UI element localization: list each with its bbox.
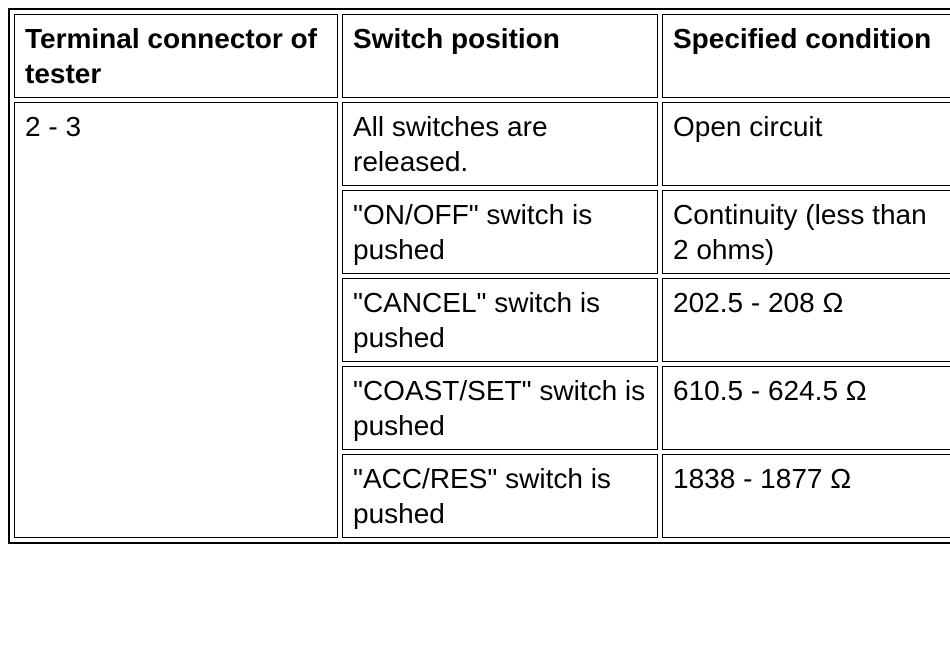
cell-condition: 202.5 - 208 Ω bbox=[662, 278, 950, 362]
cell-position: "CANCEL" switch is pushed bbox=[342, 278, 658, 362]
cell-position: "COAST/SET" switch is pushed bbox=[342, 366, 658, 450]
table-row: 2 - 3 All switches are released. Open ci… bbox=[14, 102, 950, 186]
cell-condition: 1838 - 1877 Ω bbox=[662, 454, 950, 538]
col-header-position: Switch position bbox=[342, 14, 658, 98]
col-header-condition: Specified condition bbox=[662, 14, 950, 98]
cell-condition: Open circuit bbox=[662, 102, 950, 186]
cell-condition: Continuity (less than 2 ohms) bbox=[662, 190, 950, 274]
cell-position: All switches are released. bbox=[342, 102, 658, 186]
table-header-row: Terminal connector of tester Switch posi… bbox=[14, 14, 950, 98]
cell-position: "ACC/RES" switch is pushed bbox=[342, 454, 658, 538]
cell-condition: 610.5 - 624.5 Ω bbox=[662, 366, 950, 450]
cell-terminal: 2 - 3 bbox=[14, 102, 338, 538]
col-header-terminal: Terminal connector of tester bbox=[14, 14, 338, 98]
spec-table: Terminal connector of tester Switch posi… bbox=[8, 8, 950, 544]
cell-position: "ON/OFF" switch is pushed bbox=[342, 190, 658, 274]
